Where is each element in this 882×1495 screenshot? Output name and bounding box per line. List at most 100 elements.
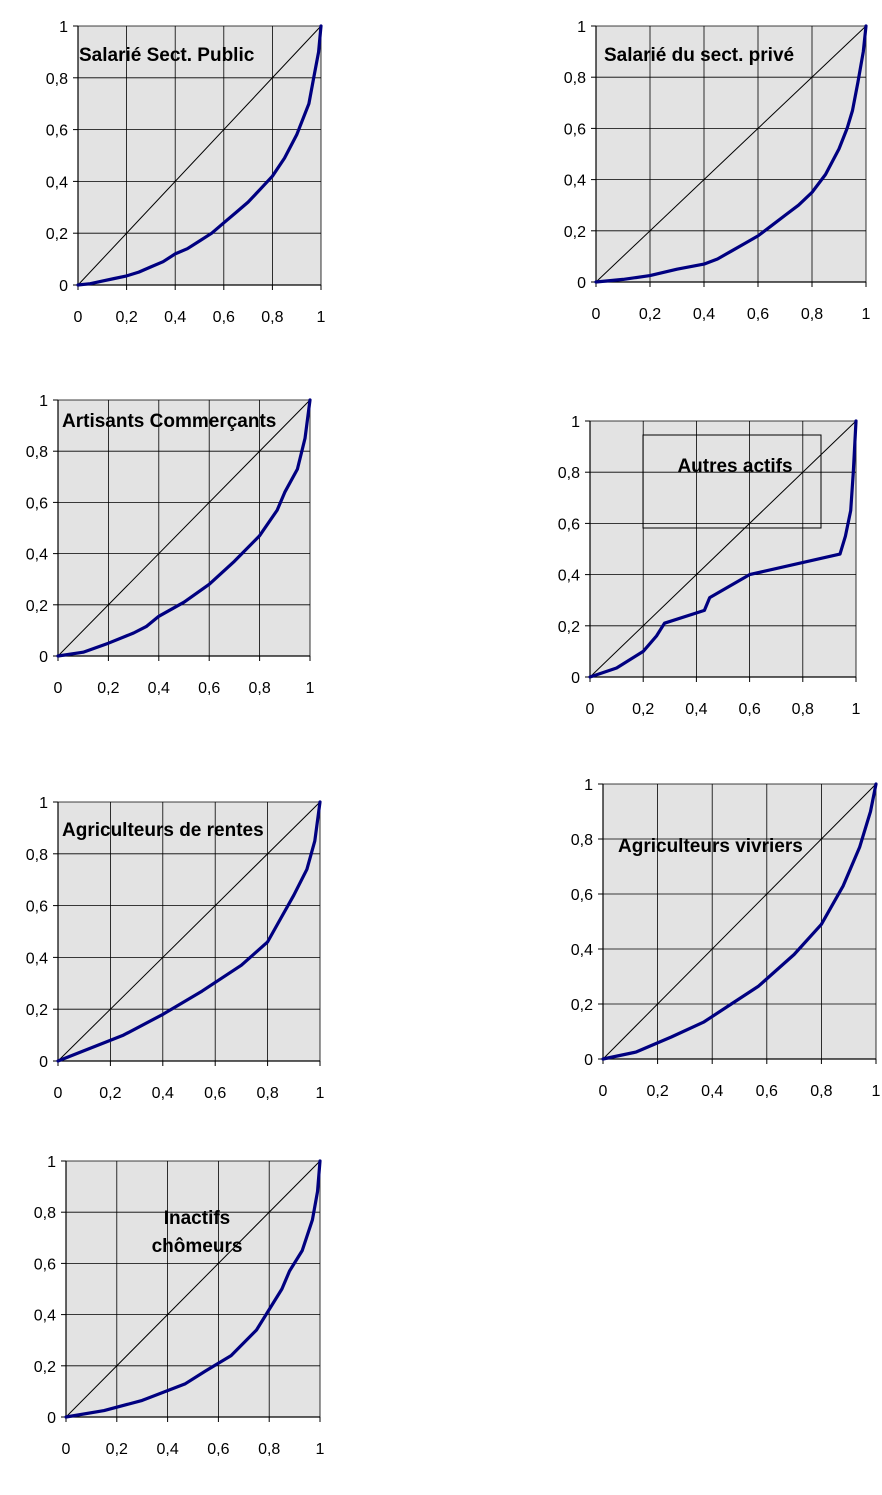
y-tick-label: 0,2	[26, 1002, 48, 1019]
concentration-curve	[594, 24, 868, 284]
equality-diagonal	[57, 801, 321, 1062]
chart-panel: 0 0,2 0,4 0,6 0,8 1 0 0,2 0,4 0,6 0,8 1 Agriculteurs…	[26, 795, 325, 1102]
y-tick-label: 0,6	[46, 123, 68, 140]
x-tick-label: 0,8	[248, 680, 270, 697]
x-tick-label: 0,6	[738, 701, 760, 718]
x-tick-label: 0,4	[156, 1441, 178, 1458]
equality-diagonal	[589, 420, 857, 678]
x-tick-label: 0,8	[258, 1441, 280, 1458]
x-tick-label: 0,8	[801, 306, 823, 323]
y-tick-label: 0	[577, 275, 586, 292]
chart-title: Inactifs	[164, 1208, 231, 1229]
concentration-curve	[588, 419, 858, 679]
chart-title: chômeurs	[152, 1236, 243, 1257]
y-tick-label: 1	[577, 19, 586, 36]
x-tick-label: 0	[586, 701, 595, 718]
x-tick-label: 0,6	[747, 306, 769, 323]
x-tick-label: 0,4	[152, 1085, 174, 1102]
chart-title: Agriculteurs vivriers	[618, 836, 803, 857]
x-tick-label: 0,6	[207, 1441, 229, 1458]
y-tick-label: 1	[59, 19, 68, 36]
chart-panel: 0 0,2 0,4 0,6 0,8 1 0 0,2 0,4 0,6 0,8 1 Artisants Co…	[26, 393, 315, 697]
chart-title: Salarié Sect. Public	[79, 45, 255, 66]
chart-panel: 0 0,2 0,4 0,6 0,8 1 0 0,2 0,4 0,6 0,8 1 Agriculteurs…	[571, 777, 881, 1100]
concentration-curve	[76, 24, 323, 287]
equality-diagonal	[57, 399, 311, 657]
y-tick-label: 0,8	[26, 847, 48, 864]
x-tick-label: 0,4	[685, 701, 707, 718]
x-tick-label: 0,2	[646, 1083, 668, 1100]
concentration-curve	[56, 800, 322, 1063]
y-tick-label: 1	[571, 414, 580, 431]
title-frame	[642, 434, 822, 529]
y-tick-label: 0,4	[26, 950, 48, 967]
chart-title: Artisants Commerçants	[62, 411, 276, 432]
x-tick-label: 0	[599, 1083, 608, 1100]
chart-title: Agriculteurs de rentes	[62, 820, 264, 841]
chart-title: Autres actifs	[677, 456, 792, 477]
x-tick-label: 0,8	[256, 1085, 278, 1102]
equality-diagonal	[595, 25, 867, 283]
y-tick-label: 0,2	[34, 1359, 56, 1376]
concentration-curve	[56, 398, 312, 658]
x-tick-label: 0,2	[106, 1441, 128, 1458]
chart-panel: 0 0,2 0,4 0,6 0,8 1 0 0,2 0,4 0,6 0,8 1 Autres actif…	[558, 414, 861, 718]
y-tick-label: 0,4	[571, 942, 593, 959]
x-tick-label: 0	[62, 1441, 71, 1458]
x-tick-label: 0,8	[792, 701, 814, 718]
y-tick-label: 0,8	[46, 71, 68, 88]
y-tick-label: 0,8	[558, 465, 580, 482]
y-tick-label: 0	[39, 649, 48, 666]
y-tick-label: 0,2	[571, 997, 593, 1014]
x-tick-label: 0	[74, 309, 83, 326]
x-tick-label: 0,8	[261, 309, 283, 326]
y-tick-label: 0,6	[571, 887, 593, 904]
y-tick-label: 0,2	[558, 619, 580, 636]
y-tick-label: 1	[39, 795, 48, 812]
x-tick-label: 0,6	[204, 1085, 226, 1102]
y-tick-label: 0,8	[571, 832, 593, 849]
y-tick-label: 0,2	[26, 598, 48, 615]
y-tick-label: 0,4	[46, 174, 68, 191]
x-tick-label: 0,6	[198, 680, 220, 697]
y-tick-label: 0,4	[558, 568, 580, 585]
x-tick-label: 0,6	[213, 309, 235, 326]
x-tick-label: 0	[54, 1085, 63, 1102]
y-tick-label: 0,4	[34, 1308, 56, 1325]
x-tick-label: 0	[54, 680, 63, 697]
x-tick-label: 0,4	[701, 1083, 723, 1100]
x-tick-label: 1	[316, 1441, 325, 1458]
y-tick-label: 0,6	[26, 495, 48, 512]
x-tick-label: 0,6	[756, 1083, 778, 1100]
x-tick-label: 1	[852, 701, 861, 718]
y-tick-label: 0,6	[34, 1256, 56, 1273]
x-tick-label: 0,4	[164, 309, 186, 326]
chart-panel: 0 0,2 0,4 0,6 0,8 1 0 0,2 0,4 0,6 0,8 1 Inactifs chôm…	[34, 1154, 325, 1458]
y-tick-label: 0	[47, 1410, 56, 1427]
x-tick-label: 0,2	[639, 306, 661, 323]
concentration-curve	[64, 1159, 322, 1419]
y-tick-label: 0,8	[34, 1205, 56, 1222]
y-tick-label: 0,2	[46, 226, 68, 243]
equality-diagonal	[77, 25, 322, 286]
x-tick-label: 0,4	[148, 680, 170, 697]
y-tick-label: 0	[584, 1052, 593, 1069]
x-tick-label: 0,4	[693, 306, 715, 323]
equality-diagonal	[602, 783, 877, 1060]
x-tick-label: 1	[317, 309, 326, 326]
x-tick-label: 0,2	[99, 1085, 121, 1102]
chart-panel: 0 0,2 0,4 0,6 0,8 1 0 0,2 0,4 0,6 0,8 1 Salarié du s…	[564, 19, 871, 323]
y-tick-label: 0	[571, 670, 580, 687]
x-tick-label: 1	[862, 306, 871, 323]
y-tick-label: 1	[39, 393, 48, 410]
chart-title: Salarié du sect. privé	[604, 45, 794, 66]
x-tick-label: 1	[316, 1085, 325, 1102]
x-tick-label: 0,2	[97, 680, 119, 697]
x-tick-label: 0	[592, 306, 601, 323]
chart-panel: 0 0,2 0,4 0,6 0,8 1 0 0,2 0,4 0,6 0,8 1 Salarié Sect…	[46, 19, 326, 326]
y-tick-label: 1	[584, 777, 593, 794]
y-tick-label: 0	[59, 278, 68, 295]
x-tick-label: 1	[306, 680, 315, 697]
equality-diagonal	[65, 1160, 321, 1418]
